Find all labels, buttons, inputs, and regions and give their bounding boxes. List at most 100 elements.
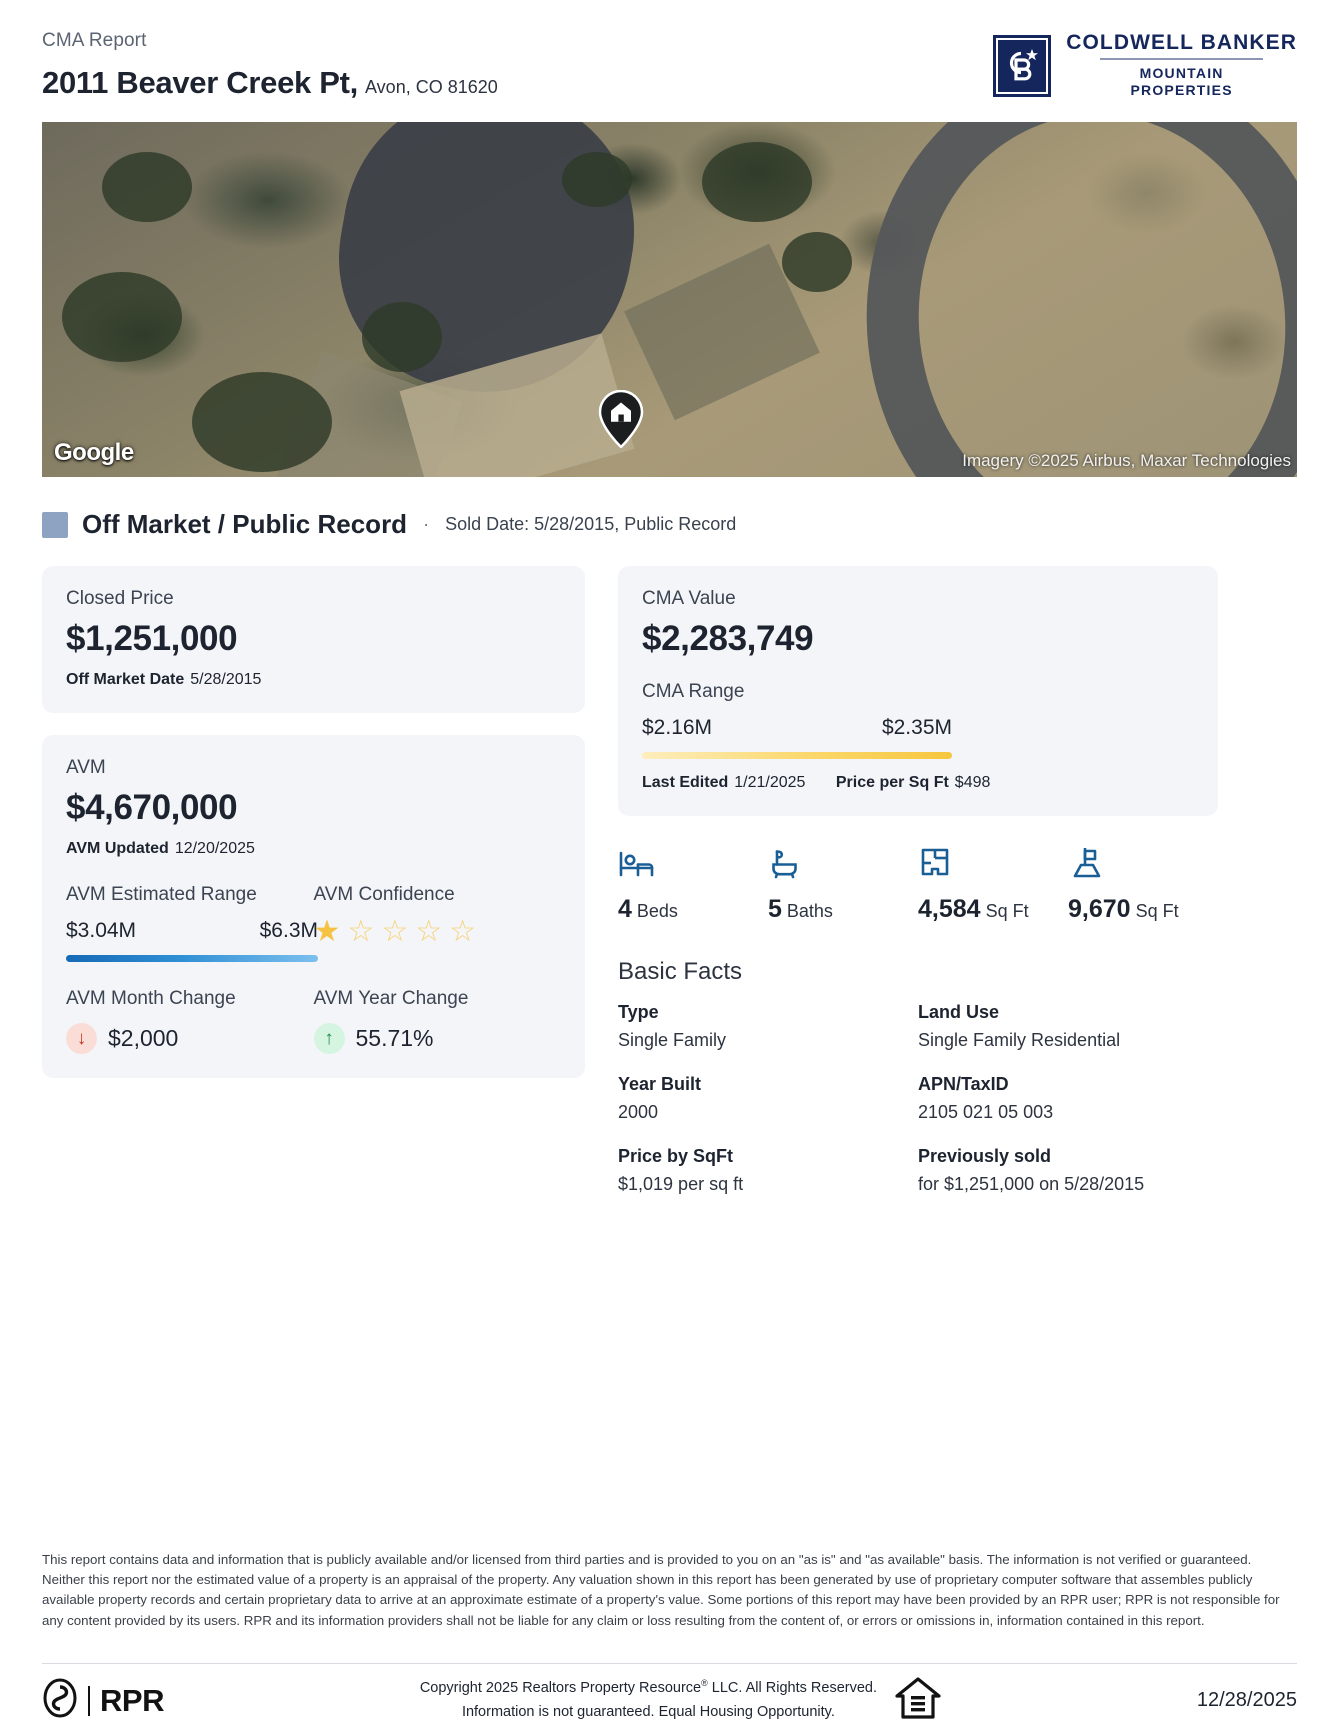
fact-value: 2000 — [618, 1102, 659, 1122]
stat-baths-number: 5 — [768, 895, 782, 923]
copyright-line-2: Information is not guaranteed. Equal Hou… — [461, 1703, 835, 1720]
avm-change-row: AVM Month Change ↓ $2,000 AVM Year Chang… — [66, 988, 561, 1054]
closed-price-value: $1,251,000 — [66, 619, 238, 658]
status-separator: · — [423, 514, 430, 534]
map-tree — [782, 232, 852, 292]
avm-month-change-row: ↓ $2,000 — [66, 1023, 314, 1054]
basic-facts-title: Basic Facts — [618, 958, 743, 985]
avm-value: $4,670,000 — [66, 788, 238, 827]
avm-range-confidence-row: AVM Estimated Range $3.04M $6.3M AVM Con… — [66, 884, 561, 962]
off-market-date-label: Off Market Date — [66, 671, 185, 688]
basic-facts-grid: Type Single Family Land Use Single Famil… — [618, 1002, 1218, 1218]
cma-footer-meta: Last Edited 1/21/2025 Price per Sq Ft $498 — [642, 774, 1194, 792]
cma-ppsf-label: Price per Sq Ft — [835, 774, 949, 791]
report-kicker: CMA Report — [42, 30, 147, 51]
footer-copyright-block: Copyright 2025 Realtors Property Resourc… — [420, 1676, 941, 1725]
cma-last-edited-value: 1/21/2025 — [734, 774, 806, 791]
stat-baths-unit: Baths — [786, 901, 833, 921]
avm-range-values: $3.04M $6.3M — [66, 919, 318, 943]
copyright-line-1-end: LLC. All Rights Reserved. — [707, 1679, 877, 1696]
page-footer: RPR Copyright 2025 Realtors Property Res… — [42, 1676, 1297, 1725]
page-header: CMA Report 2011 Beaver Creek Pt, Avon, C… — [42, 0, 1297, 122]
avm-year-change: AVM Year Change ↑ 55.71% — [313, 988, 562, 1054]
avm-confidence: AVM Confidence ★ ☆ ☆ ☆ ☆ — [314, 884, 562, 962]
cma-value-label: CMA Value — [642, 588, 736, 609]
bathtub-icon — [768, 846, 918, 884]
avm-month-change-label: AVM Month Change — [66, 988, 236, 1009]
avm-confidence-stars: ★ ☆ ☆ ☆ ☆ — [314, 917, 562, 947]
fact-key: Type — [618, 1002, 659, 1022]
copyright-line-1-main: Copyright 2025 Realtors Property Resourc… — [419, 1679, 702, 1696]
fact-key: Previously sold — [918, 1146, 1052, 1166]
map-road — [841, 122, 1297, 477]
copyright-line-1: Copyright 2025 Realtors Property Resourc… — [420, 1676, 877, 1701]
fact-value: Single Family — [618, 1030, 727, 1050]
map-tree — [62, 272, 182, 362]
property-map[interactable]: Google Imagery ©2025 Airbus, Maxar Techn… — [42, 122, 1297, 477]
star-empty-icon: ☆ — [347, 915, 375, 948]
stat-baths: 5 Baths — [768, 846, 918, 924]
fact-value: Single Family Residential — [918, 1030, 1121, 1050]
home-pin-icon[interactable] — [598, 389, 644, 449]
avm-range-label: AVM Estimated Range — [66, 884, 257, 905]
fact-key: APN/TaxID — [918, 1074, 1009, 1094]
left-column: Closed Price $1,251,000 Off Market Date 5… — [42, 566, 585, 1078]
stat-lot-number: 9,670 — [1068, 895, 1131, 923]
rpr-wordmark: RPR — [100, 1682, 164, 1718]
fact-key: Price by SqFt — [618, 1146, 734, 1166]
avm-updated: AVM Updated 12/20/2025 — [66, 840, 561, 858]
off-market-date: Off Market Date 5/28/2015 — [66, 671, 561, 689]
lot-land-icon — [1068, 846, 1218, 884]
floorplan-icon — [918, 846, 1068, 884]
report-date: 12/28/2025 — [1196, 1689, 1297, 1711]
stat-lot-unit: Sq Ft — [1135, 901, 1179, 921]
closed-price-card: Closed Price $1,251,000 Off Market Date 5… — [42, 566, 585, 713]
status-badge — [42, 511, 68, 538]
map-tree — [702, 142, 812, 222]
rpr-logo-icon — [42, 1678, 78, 1723]
fact-type: Type Single Family — [618, 1002, 918, 1051]
cb-wordmark: COLDWELL BANKER MOUNTAIN PROPERTIES — [1066, 32, 1297, 99]
stat-sqft: 4,584 Sq Ft — [918, 846, 1068, 924]
stat-beds-text: 4 Beds — [618, 895, 768, 924]
avm-range-low: $3.04M — [66, 919, 137, 942]
avm-updated-value: 12/20/2025 — [174, 840, 255, 857]
avm-range-bar — [66, 955, 318, 962]
fact-key: Land Use — [918, 1002, 1000, 1022]
closed-price-label: Closed Price — [66, 588, 174, 609]
fact-apn: APN/TaxID 2105 021 05 003 — [918, 1074, 1218, 1123]
star-empty-icon: ☆ — [381, 915, 409, 948]
avm-updated-label: AVM Updated — [66, 840, 169, 857]
property-stats: 4 Beds 5 Baths — [618, 846, 1218, 924]
cma-range-label: CMA Range — [642, 681, 745, 702]
fact-key: Year Built — [618, 1074, 702, 1094]
star-filled-icon: ★ — [313, 915, 341, 948]
google-watermark: Google — [54, 439, 134, 466]
fact-value: $1,019 per sq ft — [618, 1174, 744, 1194]
cma-range-bar — [642, 752, 952, 759]
stat-sqft-text: 4,584 Sq Ft — [918, 895, 1068, 924]
fact-land-use: Land Use Single Family Residential — [918, 1002, 1218, 1051]
stat-sqft-unit: Sq Ft — [985, 901, 1029, 921]
header-title-block: CMA Report 2011 Beaver Creek Pt, Avon, C… — [42, 26, 498, 101]
status-label: Off Market / Public Record — [82, 509, 408, 539]
cb-brand-name: COLDWELL BANKER — [1066, 31, 1297, 54]
cb-monogram-icon — [993, 34, 1052, 97]
stat-beds-number: 4 — [618, 895, 632, 923]
rpr-logo: RPR — [42, 1678, 164, 1723]
footer-divider — [42, 1663, 1297, 1664]
avm-card: AVM $4,670,000 AVM Updated 12/20/2025 AVM… — [42, 735, 585, 1078]
stat-sqft-number: 4,584 — [918, 895, 981, 923]
map-tree — [192, 372, 332, 472]
copyright-registered-mark: ® — [701, 1678, 708, 1689]
cma-ppsf-value: $498 — [954, 774, 991, 791]
map-tree — [102, 152, 192, 222]
cma-range-values: $2.16M $2.35M — [642, 716, 952, 740]
avm-estimated-range: AVM Estimated Range $3.04M $6.3M — [66, 884, 318, 962]
star-empty-icon: ☆ — [449, 915, 477, 948]
avm-year-change-value: 55.71% — [355, 1025, 434, 1051]
coldwell-banker-logo: COLDWELL BANKER MOUNTAIN PROPERTIES — [993, 26, 1297, 99]
off-market-date-value: 5/28/2015 — [190, 671, 262, 688]
cma-value-card: CMA Value $2,283,749 CMA Range $2.16M $2… — [618, 566, 1218, 816]
cb-office-name: MOUNTAIN PROPERTIES — [1130, 65, 1233, 99]
